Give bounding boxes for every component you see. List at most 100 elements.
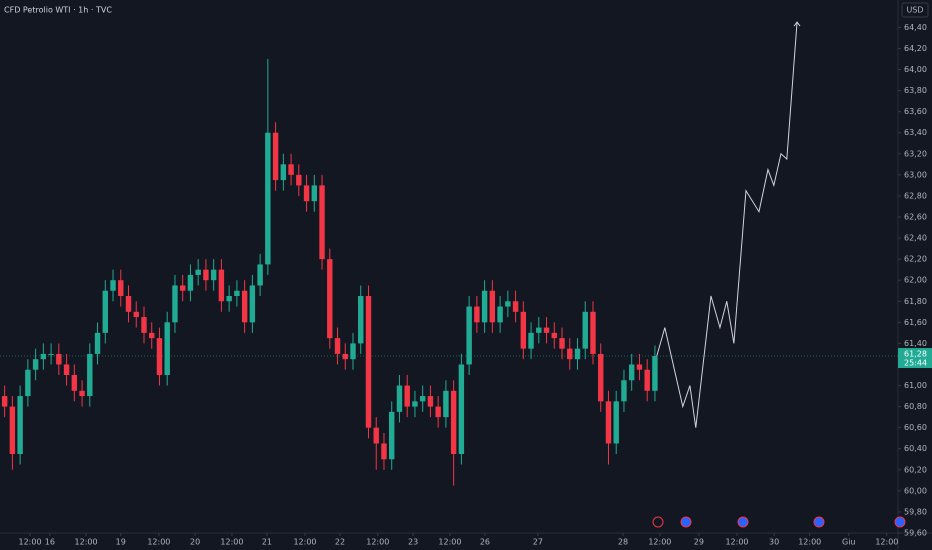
y-tick-label: 62,40	[904, 234, 927, 243]
candle-body	[365, 295, 372, 428]
y-tick-label: 63,80	[904, 86, 927, 95]
candle-body	[40, 353, 47, 360]
x-tick-label: 27	[533, 538, 543, 547]
y-tick-label: 60,60	[904, 423, 927, 432]
candle-body	[636, 364, 643, 370]
candle-body	[334, 338, 341, 354]
candle-body	[605, 401, 612, 444]
y-tick-label: 59,80	[904, 507, 927, 516]
y-tick-label: 63,00	[904, 170, 927, 179]
projection-line	[656, 22, 798, 428]
candle-body	[118, 280, 124, 296]
candle-body	[327, 259, 333, 339]
candle-body	[474, 306, 480, 323]
candle-body	[25, 369, 31, 397]
candle-body	[56, 353, 62, 365]
y-tick-label: 63,40	[904, 128, 927, 137]
countdown: 25:44	[904, 359, 927, 368]
candle-body	[17, 396, 23, 454]
event-icon[interactable]	[680, 516, 692, 528]
candle-body	[458, 364, 465, 454]
candle-body	[613, 401, 619, 444]
event-icon[interactable]	[894, 516, 906, 528]
y-tick-label: 64,20	[904, 44, 927, 53]
candle-body	[536, 327, 542, 333]
y-tick-label: 62,20	[904, 255, 927, 264]
y-tick-label: 60,00	[904, 486, 927, 495]
y-tick-label: 61,40	[904, 339, 927, 348]
candle-body	[466, 306, 472, 365]
candle-body	[272, 132, 279, 181]
candle-body	[303, 185, 310, 202]
candle-body	[559, 338, 565, 349]
candle-body	[582, 311, 588, 349]
x-tick-label: 12:00	[293, 538, 316, 547]
candle-body	[435, 406, 441, 418]
candle-body	[427, 396, 434, 407]
currency: USD	[906, 6, 923, 15]
candle-body	[210, 269, 217, 281]
candle-body	[241, 290, 248, 323]
y-tick-label: 63,60	[904, 107, 927, 116]
y-tick-label: 62,60	[904, 212, 927, 221]
last-price-label: 61,28	[904, 350, 927, 359]
x-tick-label: 21	[262, 538, 272, 547]
candle-body	[644, 369, 650, 391]
candle-body	[249, 285, 256, 323]
candle-body	[79, 390, 85, 397]
candle-body	[481, 290, 488, 323]
event-icon[interactable]	[813, 516, 825, 528]
y-tick-label: 60,20	[904, 465, 927, 474]
candle-body	[450, 390, 457, 454]
currency-box[interactable]	[901, 2, 929, 18]
candle-body	[628, 364, 635, 381]
event-icon[interactable]	[652, 516, 664, 528]
event-icon[interactable]	[737, 516, 749, 528]
x-tick-label: 19	[116, 538, 126, 547]
candle-body	[567, 348, 573, 360]
candle-body	[489, 290, 496, 323]
x-tick-label: 20	[190, 538, 200, 547]
candle-body	[164, 322, 170, 375]
x-tick-label: 12:00	[147, 538, 170, 547]
x-tick-label: 16	[45, 538, 55, 547]
event-icons	[652, 516, 906, 528]
y-tick-label: 61,80	[904, 297, 927, 306]
candle-body	[156, 338, 163, 375]
y-tick-label: 61,00	[904, 381, 927, 390]
x-tick-label: 12:00	[19, 538, 42, 547]
candle-body	[265, 132, 271, 265]
candle-body	[195, 269, 201, 275]
candle-body	[9, 406, 16, 454]
candle-body	[389, 411, 395, 460]
candle-body	[149, 332, 155, 339]
y-tick-label: 64,40	[904, 23, 927, 32]
candle-body	[412, 401, 418, 407]
candle-body	[396, 385, 403, 412]
candle-body	[342, 353, 348, 360]
candle-body	[296, 174, 302, 186]
candle-body	[512, 301, 519, 312]
candle-body	[141, 317, 147, 333]
candle-body	[87, 353, 93, 397]
x-tick-label: 12:00	[725, 538, 748, 547]
candle-body	[102, 290, 108, 333]
x-tick-label: 30	[769, 538, 779, 547]
candle-body	[574, 348, 581, 360]
candle-body	[133, 311, 139, 318]
candle-body	[311, 185, 318, 202]
candle-body	[218, 269, 225, 302]
x-tick-label: 12:00	[438, 538, 461, 547]
candle-body	[48, 353, 54, 355]
candle-body	[381, 443, 387, 460]
y-tick-label: 59,60	[904, 529, 927, 538]
candle-body	[590, 311, 596, 354]
candle-body	[621, 380, 627, 402]
candle-body	[63, 364, 70, 375]
x-tick-label: 12:00	[875, 538, 898, 547]
y-tick-label: 63,20	[904, 149, 927, 158]
candle-body	[187, 274, 194, 291]
candle-body	[125, 295, 132, 312]
